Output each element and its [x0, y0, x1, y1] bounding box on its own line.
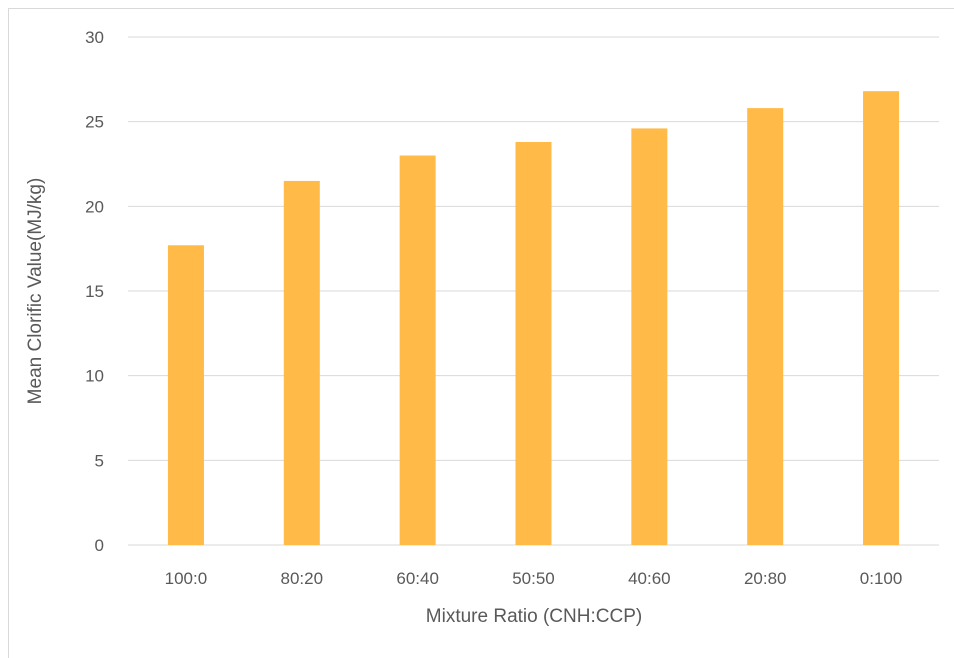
x-tick-label: 100:0 — [165, 569, 208, 588]
bar — [167, 245, 204, 545]
bar — [747, 108, 784, 546]
y-tick-label: 30 — [85, 28, 104, 47]
bar — [283, 180, 320, 545]
x-tick-label: 50:50 — [512, 569, 555, 588]
y-tick-label: 15 — [85, 282, 104, 301]
chart-frame — [8, 8, 954, 658]
y-tick-labels: 0 5 10 15 20 25 30 — [85, 28, 104, 555]
bar — [399, 155, 436, 546]
y-tick-label: 25 — [85, 113, 104, 132]
x-tick-labels: 100:0 80:20 60:40 50:50 40:60 20:80 0:100 — [165, 569, 903, 588]
x-tick-label: 20:80 — [744, 569, 787, 588]
x-tick-label: 60:40 — [396, 569, 439, 588]
y-axis-title: Mean Clorific Value(MJ/kg) — [25, 178, 46, 405]
bar — [515, 141, 552, 545]
x-axis-title: Mixture Ratio (CNH:CCP) — [426, 606, 642, 627]
x-tick-label: 80:20 — [281, 569, 324, 588]
y-tick-label: 5 — [95, 451, 104, 470]
y-tick-label: 0 — [95, 536, 104, 555]
bar — [863, 91, 900, 545]
y-tick-label: 10 — [85, 367, 104, 386]
x-tick-label: 40:60 — [628, 569, 671, 588]
x-tick-label: 0:100 — [860, 569, 903, 588]
bar — [631, 128, 668, 545]
y-tick-label: 20 — [85, 197, 104, 216]
bars — [167, 91, 900, 546]
